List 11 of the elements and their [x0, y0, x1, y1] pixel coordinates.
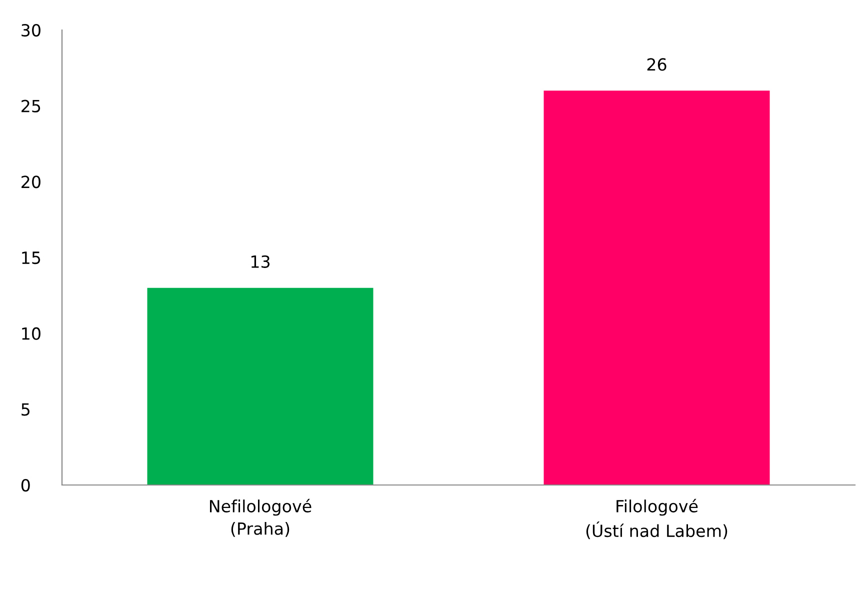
y-tick-label: 20	[22, 176, 40, 188]
y-tick-label: 25	[22, 100, 40, 112]
y-tick-label: 0	[21, 478, 30, 492]
x-tick-label: Filologové (Ústí nad Labem)	[586, 498, 728, 540]
y-tick-label: 5	[22, 403, 30, 416]
data-label: 13	[251, 255, 270, 268]
data-label: 26	[647, 58, 666, 71]
y-tick-label: 30	[22, 24, 40, 37]
x-tick-label: Nefilologové (Praha)	[210, 498, 312, 537]
y-tick-label: 15	[22, 252, 40, 264]
y-tick-label: 10	[22, 327, 40, 340]
